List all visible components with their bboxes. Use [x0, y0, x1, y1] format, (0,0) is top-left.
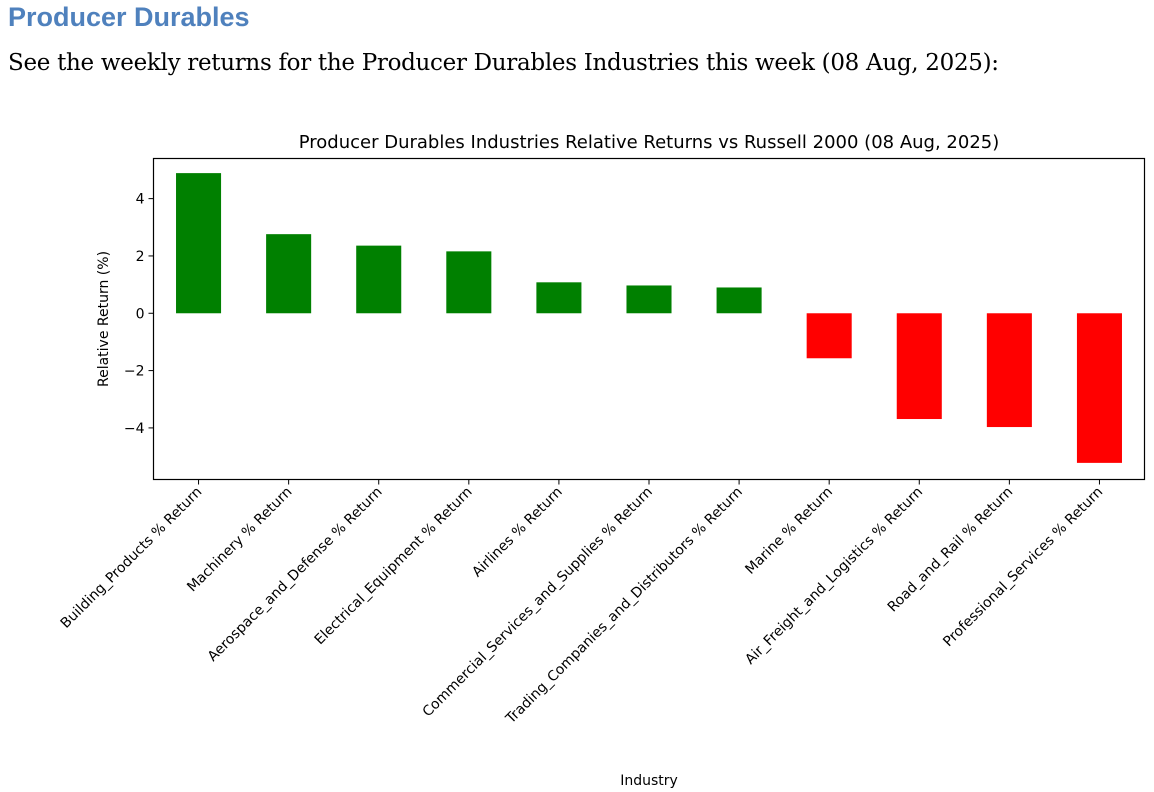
y-tick-label: −2	[124, 364, 145, 380]
section-subtitle: See the weekly returns for the Producer …	[8, 50, 999, 76]
bar	[446, 251, 492, 314]
y-tick-label: 2	[136, 249, 145, 265]
x-tick-label: Professional_Services % Return	[940, 484, 1106, 650]
bar	[1076, 313, 1122, 463]
section-heading: Producer Durables	[8, 2, 250, 32]
x-tick-label: Building_Products % Return	[58, 484, 206, 632]
chart-title: Producer Durables Industries Relative Re…	[299, 132, 1000, 153]
plot-frame	[152, 157, 1146, 481]
x-axis-label: Industry	[620, 773, 678, 789]
bar	[806, 313, 852, 359]
y-tick-label: 0	[136, 306, 145, 322]
bar	[266, 234, 312, 314]
y-axis-label: Relative Return (%)	[96, 251, 112, 387]
bar	[176, 173, 222, 314]
bar	[716, 287, 762, 314]
x-tick-label: Marine % Return	[742, 484, 836, 578]
x-tick-label: Electrical_Equipment % Return	[312, 484, 476, 648]
x-tick-label: Aerospace_and_Defense % Return	[205, 484, 386, 665]
x-tick-label: Airlines % Return	[469, 484, 565, 580]
y-tick-label: −4	[124, 421, 145, 437]
bar	[896, 313, 942, 420]
bar	[356, 245, 402, 314]
x-tick-label: Air_Freight_and_Logistics % Return	[742, 484, 926, 668]
bar	[536, 282, 582, 314]
bar	[626, 285, 672, 314]
bar	[986, 313, 1032, 428]
y-tick-label: 4	[136, 192, 145, 208]
